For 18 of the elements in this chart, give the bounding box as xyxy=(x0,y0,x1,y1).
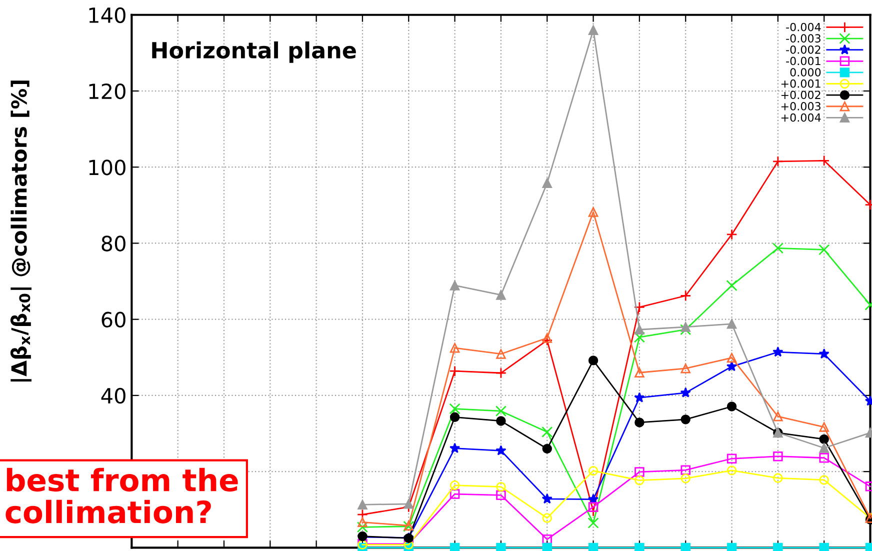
y-tick-label: 100 xyxy=(89,160,126,176)
y-tick-label: 140 xyxy=(89,7,126,24)
y-tick-label: 80 xyxy=(102,236,126,252)
y-axis-title: |Δβ$_{x}$/β$_{x0}$| @collimators [%] xyxy=(10,80,32,382)
legend-label: +0.001 xyxy=(781,79,820,88)
y-tick-label: 40 xyxy=(101,388,126,404)
y-tick-label: 60 xyxy=(102,312,126,328)
legend-label: +0.002 xyxy=(781,90,820,100)
text: Horizontal plane xyxy=(152,41,356,63)
annotation: best from the collimation? xyxy=(6,468,238,524)
legend-label: -0.003 xyxy=(786,34,820,43)
legend-label: -0.002 xyxy=(786,45,820,54)
legend-label: -0.004 xyxy=(786,22,821,32)
y-tick-label: 120 xyxy=(89,83,126,100)
legend-label: 0.000 xyxy=(790,68,821,76)
legend-label: +0.004 xyxy=(781,113,821,122)
legend-label: -0.001 xyxy=(786,56,820,66)
legend-label: +0.003 xyxy=(781,102,820,110)
